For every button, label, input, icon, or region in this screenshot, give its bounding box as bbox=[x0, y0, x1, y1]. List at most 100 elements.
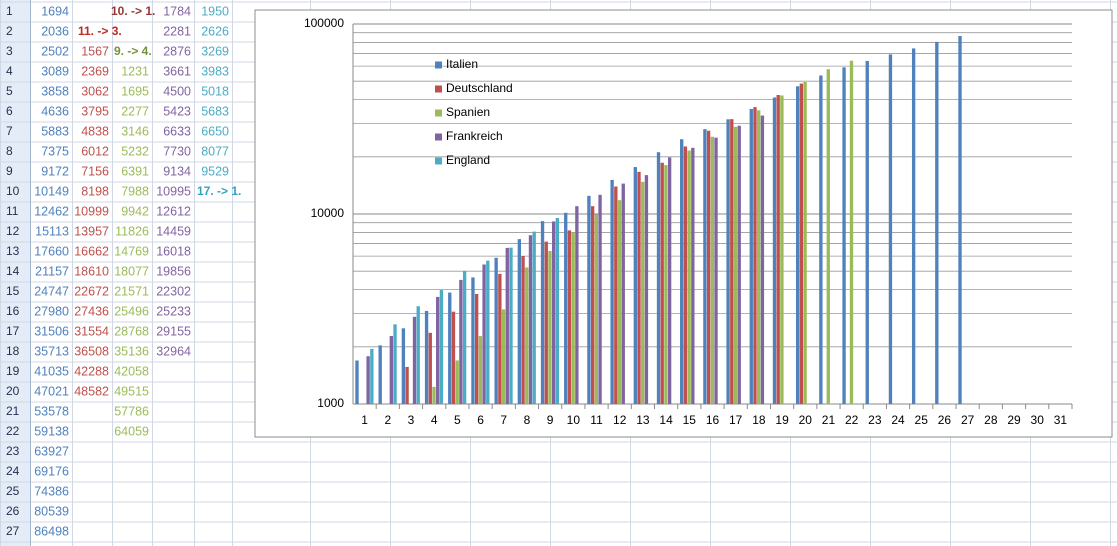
x-tick-label: 7 bbox=[500, 413, 507, 427]
cell-value: 1694 bbox=[41, 4, 69, 18]
cell-value: 8077 bbox=[201, 144, 229, 158]
bar bbox=[842, 67, 846, 404]
bar bbox=[683, 146, 688, 405]
legend-swatch bbox=[435, 61, 442, 69]
cell-value: 21157 bbox=[35, 264, 69, 278]
bar bbox=[710, 136, 714, 404]
bar bbox=[378, 345, 382, 404]
x-tick-label: 15 bbox=[683, 413, 697, 427]
bar bbox=[436, 296, 440, 404]
x-tick-label: 3 bbox=[408, 413, 415, 427]
x-tick-label: 5 bbox=[454, 413, 461, 427]
bar bbox=[680, 139, 684, 404]
cell-value: 5018 bbox=[201, 84, 229, 98]
cell-value: 7375 bbox=[41, 144, 69, 158]
cell-value: 57786 bbox=[114, 404, 149, 418]
row-number: 27 bbox=[6, 524, 20, 538]
x-tick-label: 29 bbox=[1007, 413, 1021, 427]
cell-value: 36508 bbox=[74, 344, 109, 358]
bar bbox=[428, 332, 432, 404]
bar bbox=[633, 167, 637, 404]
x-tick-label: 23 bbox=[868, 413, 882, 427]
x-tick-label: 2 bbox=[384, 413, 391, 427]
legend-label: Italien bbox=[446, 57, 478, 71]
bar bbox=[888, 54, 893, 404]
bar bbox=[405, 366, 409, 404]
cell-value: 19856 bbox=[156, 264, 191, 278]
cell-value: 3062 bbox=[81, 84, 109, 98]
bar bbox=[482, 264, 486, 404]
bar bbox=[687, 150, 691, 404]
x-tick-label: 14 bbox=[659, 413, 673, 427]
cell-value: 27980 bbox=[34, 304, 69, 318]
cell-value: 3661 bbox=[163, 64, 191, 78]
row-number: 24 bbox=[6, 464, 20, 478]
cell-value: 3983 bbox=[201, 64, 229, 78]
cell-value: 86498 bbox=[34, 524, 69, 538]
bar bbox=[865, 60, 869, 404]
cell-value: 24747 bbox=[34, 284, 69, 298]
x-tick-label: 6 bbox=[477, 413, 484, 427]
cell-value: 80539 bbox=[34, 504, 69, 518]
bar bbox=[667, 157, 672, 404]
cell-value: 10999 bbox=[74, 204, 109, 218]
cell-value: 5883 bbox=[41, 124, 69, 138]
cell-value: 9942 bbox=[121, 204, 149, 218]
bar bbox=[621, 183, 625, 404]
row-number: 15 bbox=[6, 284, 20, 298]
bar bbox=[826, 69, 830, 405]
bar bbox=[401, 328, 406, 404]
bar bbox=[517, 239, 522, 404]
bar bbox=[691, 147, 695, 404]
cell-value: 6650 bbox=[201, 124, 229, 138]
bar bbox=[757, 110, 761, 404]
legend-swatch bbox=[435, 85, 442, 93]
x-tick-label: 22 bbox=[845, 413, 859, 427]
annotation: 11. -> 3. bbox=[78, 24, 122, 38]
cell-value: 5423 bbox=[163, 104, 191, 118]
bar bbox=[486, 260, 490, 404]
cell-value: 1695 bbox=[121, 84, 149, 98]
bar bbox=[494, 257, 498, 404]
bar bbox=[753, 107, 757, 404]
row-number: 11 bbox=[6, 204, 19, 218]
cell-value: 63927 bbox=[34, 444, 69, 458]
cell-value: 6391 bbox=[121, 164, 149, 178]
bar bbox=[610, 179, 614, 404]
cell-value: 9172 bbox=[41, 164, 69, 178]
x-tick-label: 9 bbox=[547, 413, 554, 427]
row-number: 18 bbox=[6, 344, 20, 358]
cell-value: 16662 bbox=[74, 244, 109, 258]
cell-value: 53578 bbox=[34, 404, 69, 418]
bar bbox=[389, 335, 393, 404]
bar bbox=[803, 82, 807, 405]
x-tick-label: 30 bbox=[1031, 413, 1045, 427]
x-tick-label: 27 bbox=[961, 413, 975, 427]
bar bbox=[598, 194, 602, 404]
cell-value: 5683 bbox=[201, 104, 229, 118]
bar bbox=[641, 181, 645, 404]
legend-label: Deutschland bbox=[446, 81, 513, 95]
x-tick-label: 31 bbox=[1054, 413, 1068, 427]
cell-value: 2281 bbox=[163, 24, 191, 38]
bar bbox=[505, 247, 509, 404]
row-number: 8 bbox=[6, 144, 13, 158]
cell-value: 32964 bbox=[156, 344, 191, 358]
bar bbox=[501, 309, 506, 404]
cell-value: 18610 bbox=[74, 264, 109, 278]
cell-value: 14769 bbox=[114, 244, 149, 258]
cell-value: 42058 bbox=[114, 364, 149, 378]
row-header-background bbox=[0, 0, 30, 546]
bar bbox=[575, 206, 579, 404]
bar bbox=[935, 41, 939, 404]
row-number: 2 bbox=[6, 24, 13, 38]
cell-value: 7730 bbox=[163, 144, 191, 158]
bar bbox=[617, 200, 622, 404]
x-tick-label: 10 bbox=[567, 413, 581, 427]
row-number: 4 bbox=[6, 64, 13, 78]
bar bbox=[498, 273, 502, 404]
cell-value: 6012 bbox=[81, 144, 109, 158]
bar bbox=[706, 130, 711, 404]
legend-swatch bbox=[435, 157, 442, 165]
